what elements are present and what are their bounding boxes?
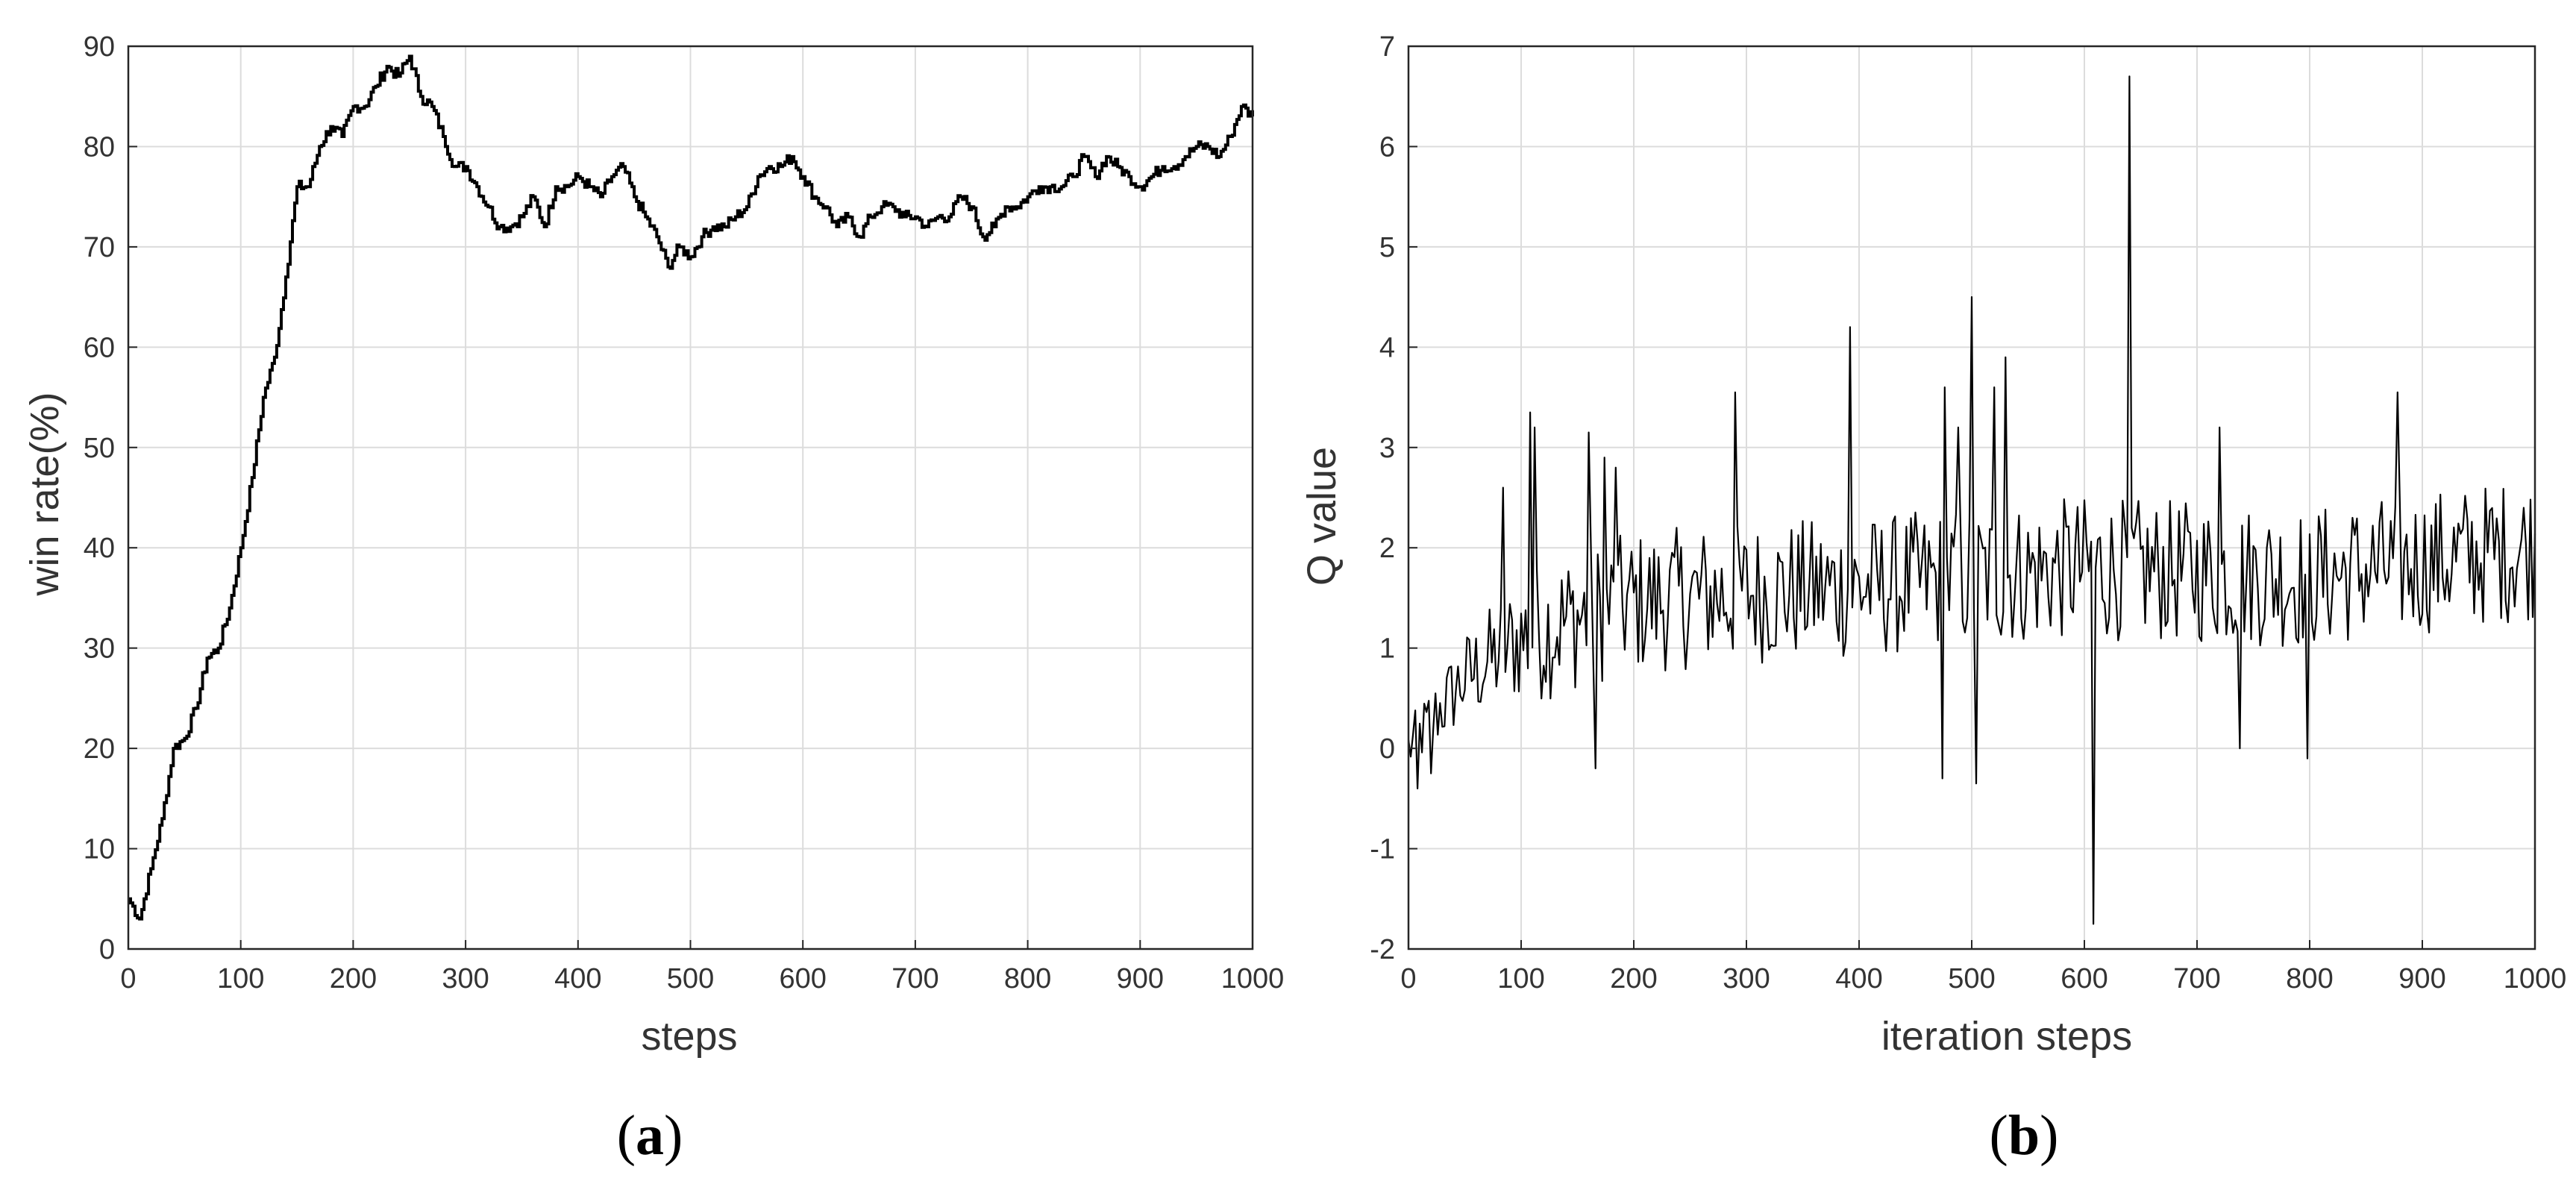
chartB-x-tick-label: 0 [1400,963,1416,995]
chartA-x-tick-label: 700 [891,963,938,995]
chartA-y-tick-label: 50 [84,433,115,464]
chart-b-y-axis-label: Q value [1300,447,1344,586]
chart-b-axes [1407,45,2536,950]
svg-text:(a): (a) [617,1104,683,1167]
panel-label-a: (a) [617,1104,683,1167]
chartB-x-tick-label: 700 [2173,963,2220,995]
chartB-x-tick-label: 600 [2061,963,2108,995]
chartB-y-tick-label: 2 [1379,533,1395,564]
chart-a-series [128,54,1254,921]
chartA-y-tick-label: 90 [84,31,115,63]
chartB-y-tick-label: -1 [1370,834,1395,865]
svg-text:(b): (b) [1990,1104,2059,1167]
chartA-y-tick-label: 60 [84,332,115,363]
panel-letter-a: a [636,1104,664,1167]
chartA-x-tick-label: 800 [1004,963,1051,995]
chartA-y-tick-label: 80 [84,131,115,163]
chartB-y-tick-label: 0 [1379,733,1395,765]
chartA-x-tick-label: 500 [667,963,714,995]
chart-a-axes [127,45,1254,950]
chart-b-q-value-line [1407,75,2536,925]
chartB-x-tick-label: 800 [2286,963,2333,995]
chartA-x-tick-label: 100 [217,963,264,995]
panel-label-b: (b) [1990,1104,2059,1167]
chartB-y-tick-label: 4 [1379,332,1395,363]
chartA-x-tick-label: 900 [1117,963,1164,995]
chartB-x-tick-label: 300 [1723,963,1770,995]
chartB-x-tick-label: 1000 [2504,963,2567,995]
chartA-y-tick-label: 20 [84,733,115,765]
chartB-x-tick-label: 500 [1948,963,1995,995]
chart-b-tick-labels: 0 100 200 300 400 500 600 700 800 900 1000 -2 -1 0 1 2 3… [1370,31,2566,995]
chart-b-series [1407,75,2536,925]
chartA-x-tick-label: 200 [330,963,377,995]
chartA-x-tick-label: 400 [554,963,601,995]
chartA-y-tick-label: 10 [84,834,115,865]
chartB-y-tick-label: -2 [1370,934,1395,965]
chartB-y-tick-label: 1 [1379,633,1395,665]
chartA-y-tick-label: 70 [84,232,115,263]
chartA-x-tick-label: 300 [442,963,489,995]
chart-a-y-axis-label: win rate(%) [22,392,67,596]
chartB-x-tick-label: 100 [1497,963,1544,995]
chartA-x-tick-label: 600 [779,963,826,995]
chartB-y-tick-label: 5 [1379,232,1395,263]
chartB-y-tick-label: 3 [1379,433,1395,464]
chartB-x-tick-label: 200 [1610,963,1657,995]
chart-a-x-axis-label: steps [641,1014,737,1059]
chart-a-win-rate: 0 100 200 300 400 500 600 700 800 900 1000 0 10 20 30 4… [22,31,1284,1059]
chartB-x-tick-label: 900 [2398,963,2445,995]
chartA-x-tick-label: 1000 [1221,963,1285,995]
chart-b-q-value: 0 100 200 300 400 500 600 700 800 900 1000 -2 -1 0 1 2 3… [1300,31,2566,1059]
chartA-x-tick-label: 0 [120,963,136,995]
chartA-y-tick-label: 30 [84,633,115,665]
panel-letter-b: b [2008,1104,2040,1167]
chartB-y-tick-label: 7 [1379,31,1395,63]
chart-b-x-axis-label: iteration steps [1881,1014,2132,1059]
chartA-y-tick-label: 40 [84,533,115,564]
chartA-y-tick-label: 0 [99,934,115,965]
chartB-x-tick-label: 400 [1835,963,1882,995]
chart-a-tick-labels: 0 100 200 300 400 500 600 700 800 900 1000 0 10 20 30 4… [84,31,1285,995]
chart-a-win-rate-line [128,54,1254,921]
chartB-y-tick-label: 6 [1379,131,1395,163]
